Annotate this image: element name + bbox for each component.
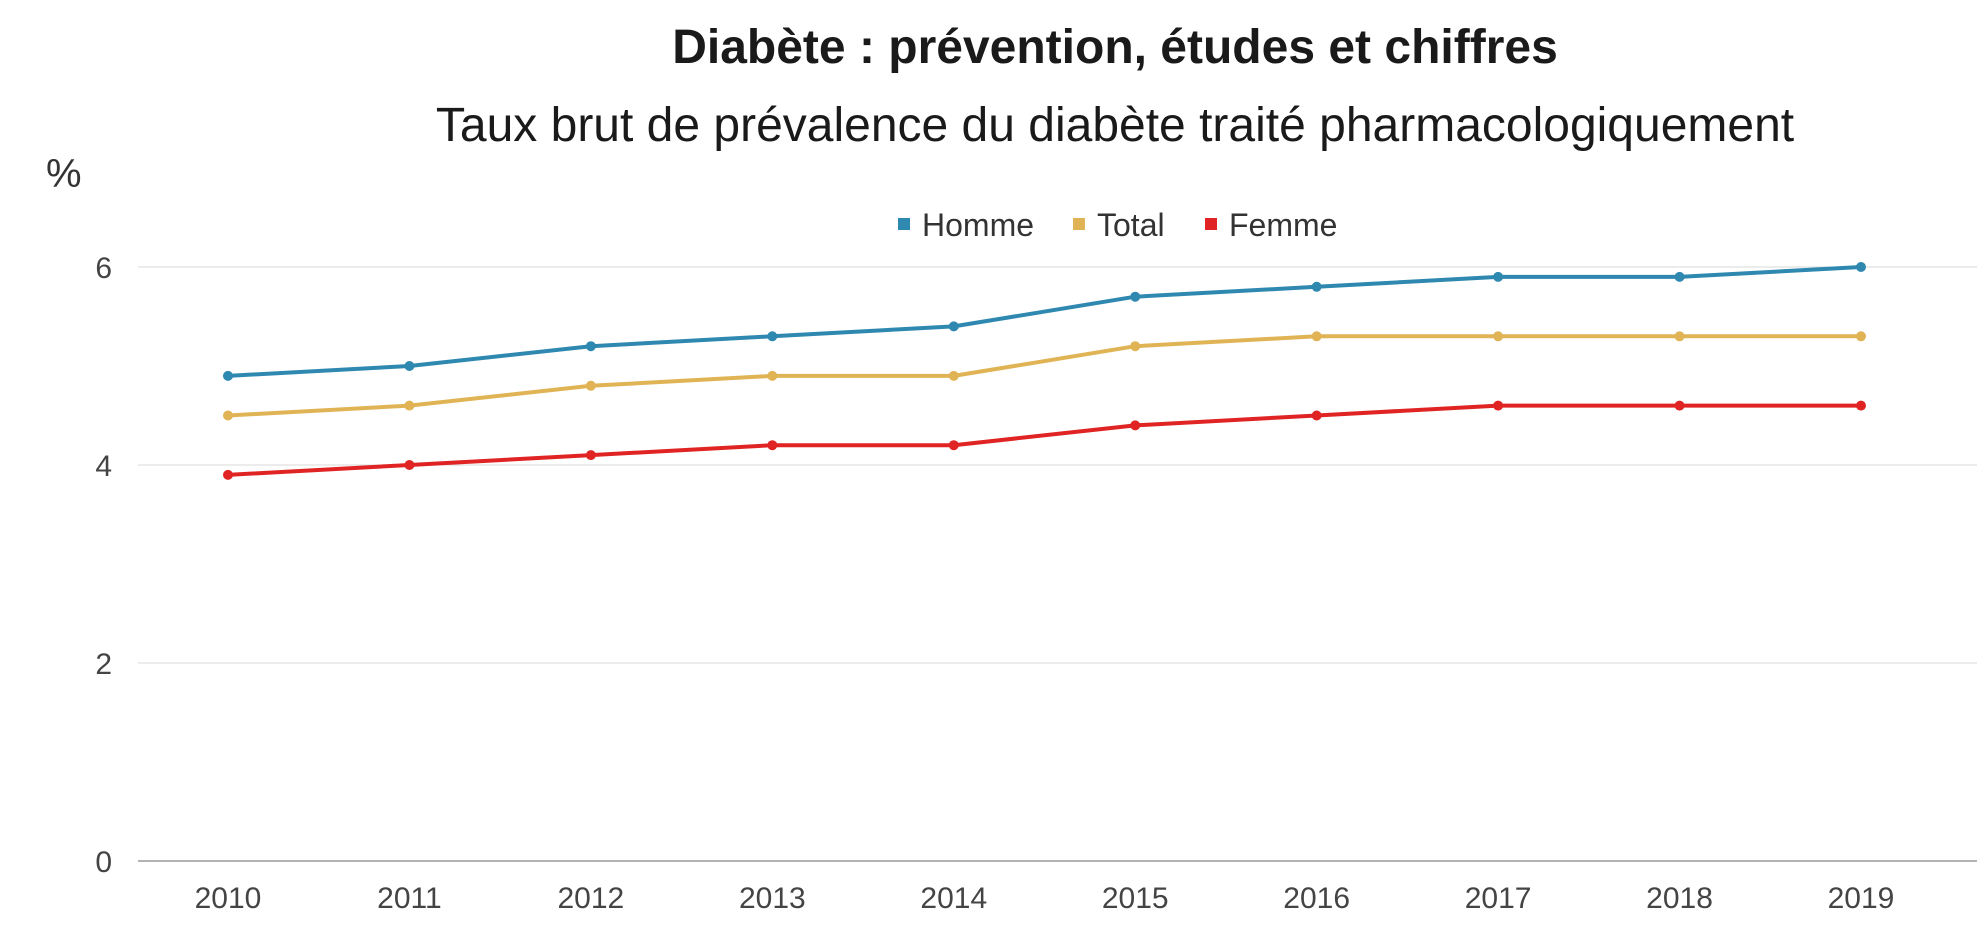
- y-tick-label: 6: [95, 252, 112, 285]
- data-point-total: [767, 370, 778, 381]
- data-point-femme: [1493, 400, 1504, 411]
- data-point-total: [1674, 331, 1685, 342]
- data-point-homme: [1856, 262, 1866, 272]
- data-point-total: [1856, 331, 1866, 342]
- data-point-total: [1311, 331, 1322, 342]
- series-line-total: [226, 334, 1863, 418]
- chart-title: Diabète : prévention, études et chiffres: [672, 21, 1558, 74]
- data-point-homme: [1130, 291, 1141, 302]
- x-tick-label: 2018: [1646, 882, 1713, 915]
- x-tick-label: 2011: [377, 882, 442, 915]
- legend-swatch-total: [1073, 218, 1085, 230]
- data-point-homme: [404, 361, 415, 371]
- data-point-femme: [1130, 420, 1141, 431]
- chart-subtitle: Taux brut de prévalence du diabète trait…: [435, 99, 1795, 152]
- data-point-total: [585, 380, 596, 391]
- data-point-femme: [1311, 410, 1322, 421]
- data-point-homme: [223, 370, 233, 381]
- x-tick-label: 2012: [558, 882, 625, 915]
- data-point-total: [404, 400, 415, 411]
- data-point-total: [948, 370, 959, 381]
- data-point-femme: [767, 440, 778, 451]
- y-tick-label: 2: [95, 648, 112, 681]
- data-point-femme: [1674, 400, 1685, 411]
- data-point-total: [1493, 331, 1504, 342]
- data-point-femme: [404, 460, 415, 470]
- data-point-homme: [767, 331, 778, 342]
- data-point-femme: [585, 450, 596, 461]
- data-point-femme: [948, 440, 959, 451]
- data-point-homme: [1311, 281, 1322, 292]
- data-point-femme: [1856, 400, 1866, 411]
- data-point-homme: [1674, 271, 1685, 282]
- y-tick-label: 0: [95, 846, 112, 879]
- legend-swatch-femme: [1205, 218, 1217, 230]
- y-tick-label: 4: [95, 450, 112, 483]
- legend-label-total: Total: [1097, 207, 1165, 243]
- data-point-homme: [948, 321, 959, 332]
- data-point-total: [223, 410, 233, 421]
- x-tick-label: 2013: [739, 882, 806, 915]
- x-tick-label: 2019: [1828, 882, 1895, 915]
- legend-label-femme: Femme: [1229, 207, 1337, 243]
- x-tick-label: 2010: [195, 882, 262, 915]
- data-point-homme: [1493, 271, 1504, 282]
- legend-label-homme: Homme: [922, 207, 1034, 243]
- legend-swatch-homme: [898, 218, 910, 230]
- series-line-femme: [226, 403, 1863, 477]
- x-tick-label: 2017: [1465, 882, 1532, 915]
- x-tick-label: 2015: [1102, 882, 1169, 915]
- x-tick-label: 2014: [920, 882, 987, 915]
- data-point-total: [1130, 341, 1141, 352]
- data-point-homme: [585, 341, 596, 352]
- series-line-homme: [226, 265, 1863, 378]
- data-point-femme: [223, 469, 233, 480]
- y-axis-unit-label: %: [46, 152, 82, 196]
- x-tick-label: 2016: [1283, 882, 1350, 915]
